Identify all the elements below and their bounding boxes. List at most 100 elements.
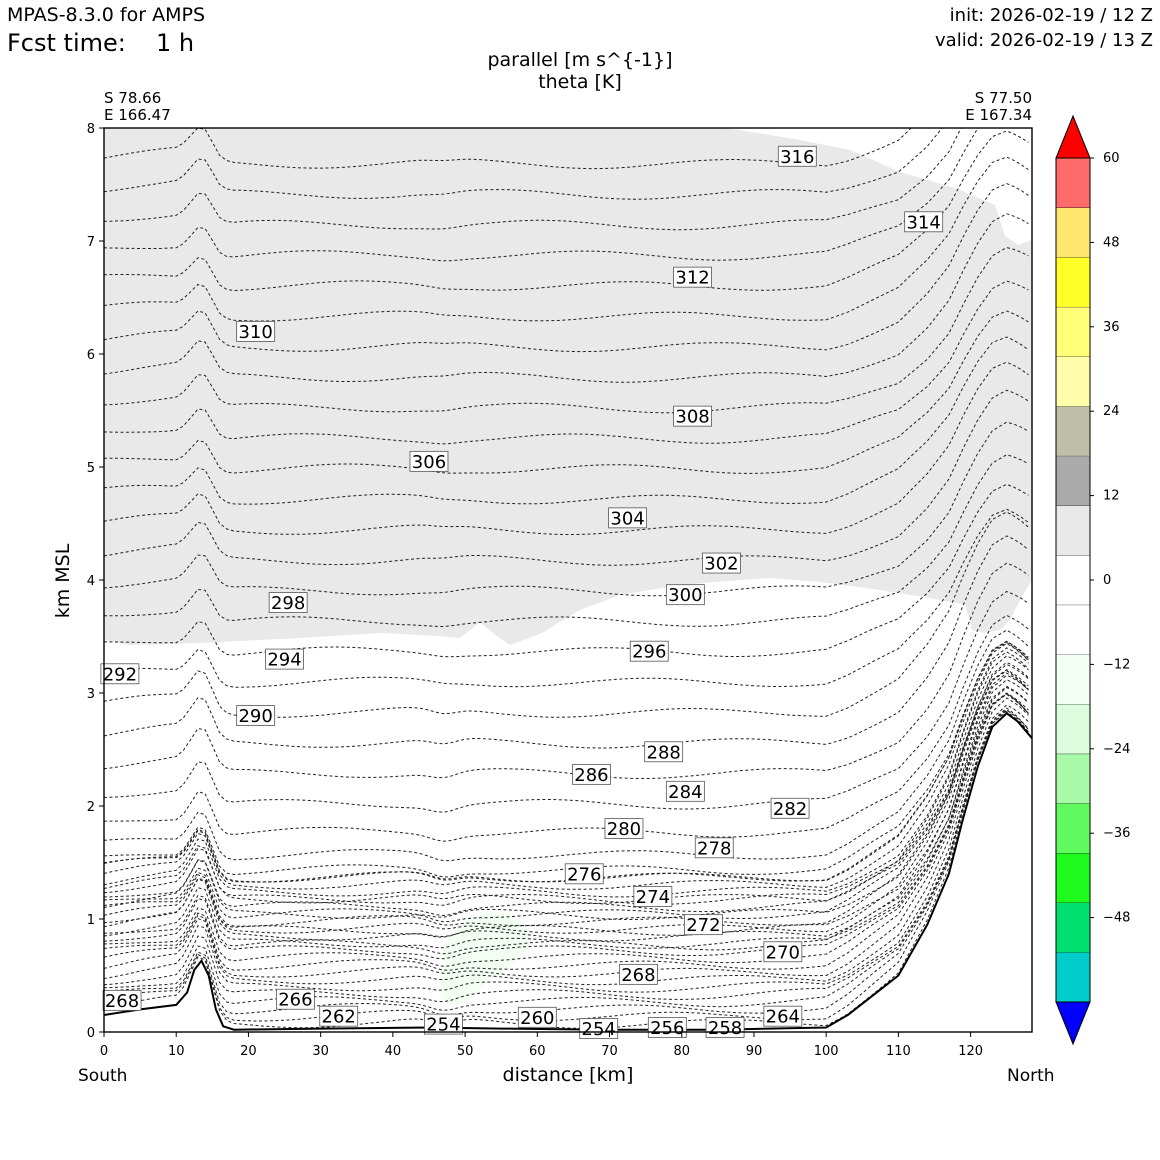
theta-isentrope: [104, 692, 1029, 967]
theta-isentrope: [104, 280, 1029, 445]
colorbar-segment: [1056, 356, 1090, 407]
terrain-fill: [104, 713, 1032, 1032]
theta-label-box: [424, 1013, 463, 1035]
colorbar-tick-label: −36: [1103, 826, 1130, 841]
theta-label: 316: [780, 147, 814, 168]
theta-isentrope: [104, 483, 1029, 658]
theta-label: 314: [906, 212, 940, 233]
north-label: North: [1007, 1066, 1055, 1086]
theta-isentrope: [104, 614, 1029, 842]
x-tick-label: 90: [746, 1044, 763, 1059]
colorbar: −48 −36 −24 −12 0 12 24 36 48 60: [1055, 114, 1130, 1046]
x-tick-label: 0: [100, 1044, 108, 1059]
theta-label-box: [629, 640, 669, 662]
colorbar-segment: [1056, 207, 1090, 258]
theta-isentrope: [104, 692, 1029, 978]
theta-label: 280: [607, 819, 641, 840]
theta-label-box: [665, 584, 705, 606]
valid-time: valid: 2026-02-19 / 13 Z: [935, 30, 1153, 51]
y-tick-label: 3: [87, 687, 95, 702]
theta-label-box: [684, 914, 723, 936]
theta-isentrope: [104, 389, 1029, 566]
theta-label: 266: [278, 990, 312, 1011]
x-tick-label: 100: [814, 1044, 839, 1059]
theta-isentrope: [104, 310, 1029, 474]
theta-isentrope: [104, 590, 1029, 813]
theta-label: 310: [238, 322, 272, 343]
theta-label: 306: [412, 452, 446, 473]
theta-label: 268: [105, 991, 139, 1012]
theta-label: 294: [267, 650, 301, 671]
theta-label-box: [777, 145, 817, 167]
theta-label: 312: [675, 268, 709, 289]
parallel-wind-fill-negative: [440, 912, 530, 1006]
theta-label-box: [564, 863, 604, 885]
x-tick-label: 10: [168, 1044, 185, 1059]
theta-isentrope: [104, 670, 1029, 927]
right-end-lon: E 167.34: [965, 106, 1032, 124]
theta-isentrope: [104, 128, 912, 170]
theta-label: 298: [271, 593, 305, 614]
left-end-lat: S 78.66: [104, 89, 162, 107]
y-tick-label: 7: [87, 235, 95, 250]
fcst-time-label: Fcst time:: [7, 29, 126, 57]
theta-label: 302: [704, 554, 738, 575]
theta-label: 288: [647, 742, 681, 763]
x-tick-label: 40: [385, 1044, 402, 1059]
colorbar-segment: [1056, 306, 1090, 357]
right-end-lat: S 77.50: [974, 89, 1032, 107]
theta-isentrope: [104, 669, 1029, 934]
x-tick-label: 110: [886, 1044, 911, 1059]
theta-label-box: [673, 266, 712, 288]
theta-label-box: [604, 818, 644, 839]
theta-isentrope: [104, 128, 962, 231]
theta-label: 262: [322, 1007, 356, 1028]
theta-isentrope: [104, 686, 1029, 960]
theta-isentrope: [104, 651, 1029, 904]
theta-label: 300: [668, 585, 702, 606]
y-tick-label: 4: [87, 574, 95, 589]
colorbar-segment: [1056, 803, 1090, 854]
theta-contours: [104, 128, 1029, 1029]
theta-isentrope: [104, 692, 1029, 986]
colorbar-segment: [1056, 158, 1090, 208]
theta-isentrope: [104, 508, 1029, 688]
colorbar-segment: [1056, 406, 1090, 456]
theta-label: 304: [610, 508, 644, 529]
theta-isentrope: [104, 562, 1029, 779]
theta-isentrope: [104, 685, 1029, 955]
theta-label-box: [665, 780, 705, 802]
theta-label-box: [763, 1005, 803, 1027]
theta-isentrope: [104, 707, 1029, 1029]
theta-label-box: [579, 1018, 619, 1040]
theta-label-box: [702, 552, 741, 574]
theta-isentrope: [104, 697, 1029, 993]
theta-label-box: [409, 450, 449, 472]
theta-isentrope: [104, 629, 1029, 862]
colorbar-segment: [1056, 455, 1090, 506]
theta-label: 276: [567, 864, 601, 885]
theta-label: 284: [668, 782, 702, 803]
colorbar-extend-max: [1055, 114, 1091, 159]
colorbar-tick-label: 36: [1103, 320, 1120, 335]
theta-label: 258: [708, 1018, 742, 1039]
theta-label-box: [100, 663, 140, 685]
theta-label-box: [268, 592, 308, 613]
theta-label-box: [572, 763, 611, 785]
colorbar-tick-label: 48: [1103, 235, 1120, 250]
theta-isentrope: [104, 640, 1029, 883]
chart-title: parallel [m s^{-1}]: [487, 49, 673, 71]
theta-isentrope: [104, 641, 1029, 883]
theta-label: 296: [632, 642, 666, 663]
theta-label-box: [275, 988, 315, 1010]
theta-label-box: [770, 797, 810, 819]
x-tick-label: 50: [457, 1044, 474, 1059]
theta-label: 282: [773, 799, 807, 820]
colorbar-tick-label: −24: [1103, 742, 1130, 757]
theta-isentrope: [104, 128, 979, 262]
theta-label: 286: [574, 765, 608, 786]
x-tick-label: 70: [601, 1044, 618, 1059]
theta-label-box: [633, 886, 673, 907]
theta-label-box: [236, 705, 276, 726]
